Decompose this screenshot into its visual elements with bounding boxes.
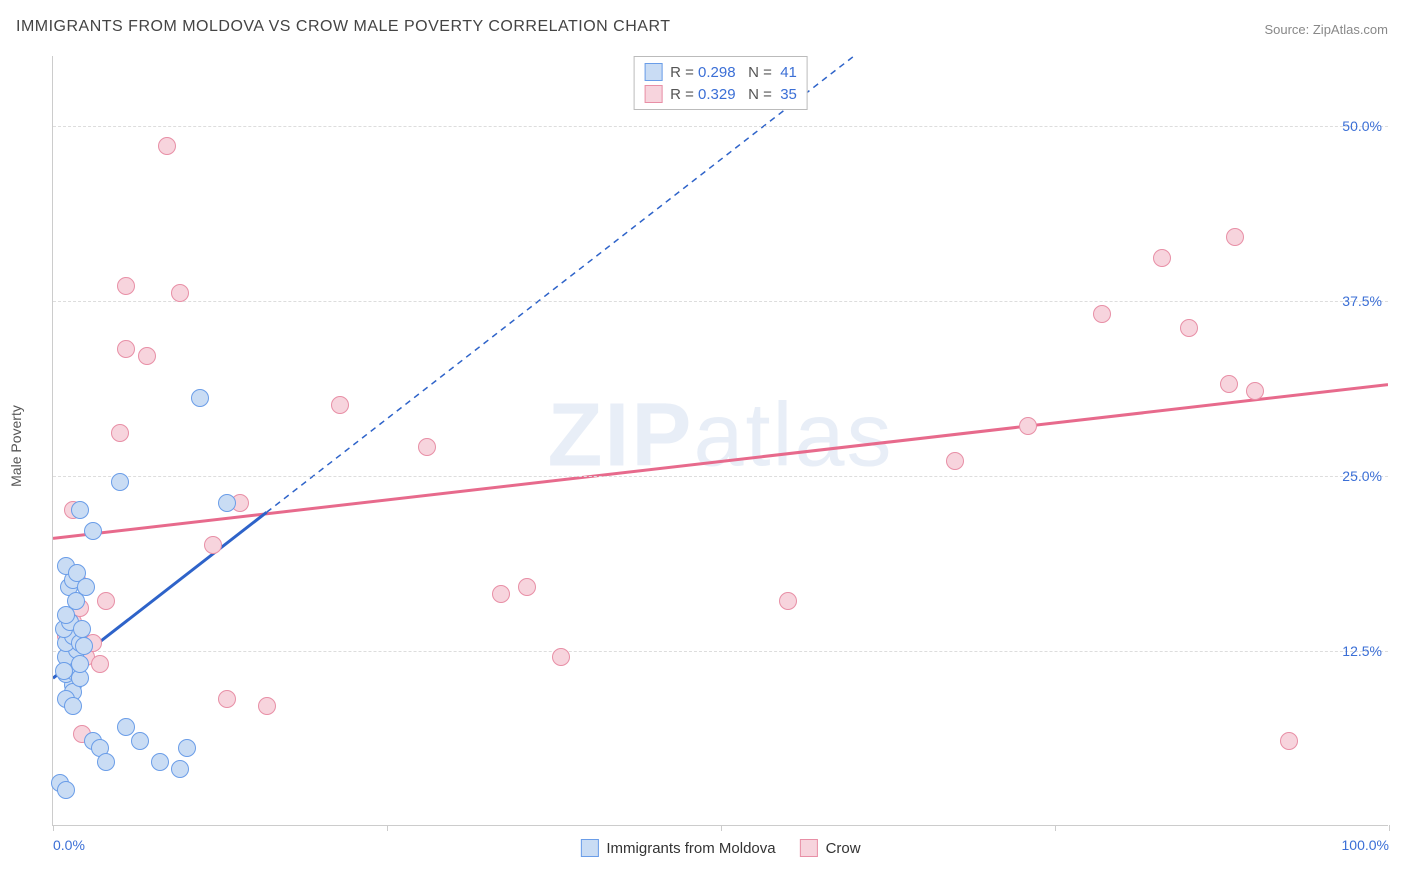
scatter-point-crow xyxy=(1246,382,1264,400)
scatter-point-crow xyxy=(117,277,135,295)
x-tick xyxy=(721,825,722,831)
scatter-point-moldova xyxy=(64,697,82,715)
legend-stats: R = 0.298 N = 41 xyxy=(670,64,797,81)
legend-swatch xyxy=(644,85,662,103)
legend-series: Immigrants from Moldova Crow xyxy=(580,839,860,857)
y-tick-label: 50.0% xyxy=(1342,118,1390,134)
scatter-point-moldova xyxy=(218,494,236,512)
scatter-point-crow xyxy=(138,347,156,365)
scatter-point-moldova xyxy=(71,501,89,519)
x-tick xyxy=(1055,825,1056,831)
y-axis-label: Male Poverty xyxy=(8,405,24,487)
y-tick-label: 37.5% xyxy=(1342,293,1390,309)
scatter-point-moldova xyxy=(67,592,85,610)
watermark-bold: ZIP xyxy=(547,385,693,485)
source-label: Source: xyxy=(1264,22,1312,37)
gridline xyxy=(53,476,1388,477)
source-name: ZipAtlas.com xyxy=(1313,22,1388,37)
gridline xyxy=(53,651,1388,652)
legend-stats: R = 0.329 N = 35 xyxy=(670,86,797,103)
scatter-point-moldova xyxy=(111,473,129,491)
scatter-point-crow xyxy=(1093,305,1111,323)
trend-line xyxy=(267,56,854,512)
scatter-point-crow xyxy=(1153,249,1171,267)
scatter-point-crow xyxy=(97,592,115,610)
trend-line xyxy=(53,385,1388,539)
scatter-point-moldova xyxy=(73,620,91,638)
scatter-point-crow xyxy=(779,592,797,610)
scatter-point-moldova xyxy=(55,662,73,680)
legend-item-crow: Crow xyxy=(800,839,861,857)
chart-source: Source: ZipAtlas.com xyxy=(1264,22,1388,37)
gridline xyxy=(53,126,1388,127)
scatter-point-crow xyxy=(518,578,536,596)
scatter-point-crow xyxy=(1280,732,1298,750)
scatter-point-crow xyxy=(1220,375,1238,393)
chart-title: IMMIGRANTS FROM MOLDOVA VS CROW MALE POV… xyxy=(16,18,670,36)
legend-swatch xyxy=(800,839,818,857)
watermark-rest: atlas xyxy=(693,385,893,485)
scatter-point-moldova xyxy=(131,732,149,750)
scatter-point-crow xyxy=(117,340,135,358)
x-tick xyxy=(1389,825,1390,831)
scatter-point-crow xyxy=(204,536,222,554)
watermark: ZIPatlas xyxy=(547,384,893,487)
legend-label: Crow xyxy=(826,840,861,857)
legend-swatch xyxy=(580,839,598,857)
scatter-point-crow xyxy=(1226,228,1244,246)
legend-row-crow: R = 0.329 N = 35 xyxy=(644,83,797,105)
scatter-point-crow xyxy=(418,438,436,456)
chart-container: IMMIGRANTS FROM MOLDOVA VS CROW MALE POV… xyxy=(0,0,1406,892)
scatter-point-crow xyxy=(492,585,510,603)
legend-row-moldova: R = 0.298 N = 41 xyxy=(644,61,797,83)
scatter-point-crow xyxy=(171,284,189,302)
scatter-point-crow xyxy=(946,452,964,470)
x-tick xyxy=(387,825,388,831)
scatter-point-moldova xyxy=(97,753,115,771)
scatter-point-moldova xyxy=(178,739,196,757)
legend-item-moldova: Immigrants from Moldova xyxy=(580,839,775,857)
legend-correlation: R = 0.298 N = 41 R = 0.329 N = 35 xyxy=(633,56,808,110)
scatter-point-crow xyxy=(91,655,109,673)
scatter-point-crow xyxy=(258,697,276,715)
trend-lines xyxy=(53,56,1388,825)
y-tick-label: 12.5% xyxy=(1342,643,1390,659)
scatter-point-moldova xyxy=(84,522,102,540)
scatter-point-crow xyxy=(218,690,236,708)
scatter-point-crow xyxy=(111,424,129,442)
x-tick xyxy=(53,825,54,831)
plot-area: ZIPatlas R = 0.298 N = 41 R = 0.329 N = 3… xyxy=(52,56,1388,826)
scatter-point-crow xyxy=(1180,319,1198,337)
scatter-point-crow xyxy=(158,137,176,155)
scatter-point-moldova xyxy=(171,760,189,778)
scatter-point-crow xyxy=(1019,417,1037,435)
legend-swatch xyxy=(644,63,662,81)
scatter-point-crow xyxy=(331,396,349,414)
scatter-point-moldova xyxy=(57,781,75,799)
y-tick-label: 25.0% xyxy=(1342,468,1390,484)
scatter-point-moldova xyxy=(151,753,169,771)
scatter-point-moldova xyxy=(117,718,135,736)
scatter-point-moldova xyxy=(191,389,209,407)
x-tick-label-min: 0.0% xyxy=(53,837,85,853)
scatter-point-moldova xyxy=(75,637,93,655)
gridline xyxy=(53,301,1388,302)
legend-label: Immigrants from Moldova xyxy=(606,840,775,857)
scatter-point-moldova xyxy=(71,655,89,673)
x-tick-label-max: 100.0% xyxy=(1342,837,1389,853)
scatter-point-crow xyxy=(552,648,570,666)
